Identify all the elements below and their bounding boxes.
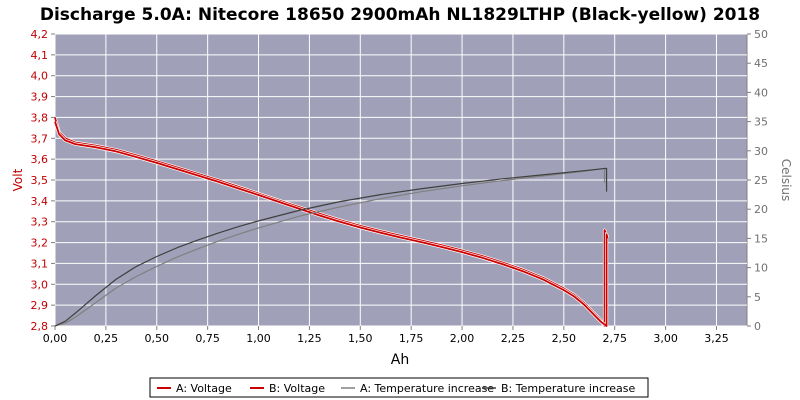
x-tick-label: 2,00: [450, 332, 475, 345]
x-tick-label: 0,50: [145, 332, 170, 345]
y-left-tick-label: 4,0: [31, 70, 49, 83]
y-right-tick-label: 5: [754, 291, 761, 304]
x-tick-label: 3,25: [704, 332, 729, 345]
y-left-tick-label: 4,2: [31, 28, 49, 41]
x-tick-label: 3,00: [653, 332, 678, 345]
y-right-tick-label: 50: [754, 28, 768, 41]
legend-label-a-voltage: A: Voltage: [176, 382, 232, 395]
y-left-tick-label: 2,9: [31, 299, 49, 312]
y-right-tick-label: 45: [754, 57, 768, 70]
x-ticks: 0,00 0,25 0,50 0,75 1,00 1,25 1,50 1,75 2,00 2,25…: [43, 326, 729, 345]
legend-label-b-temperature-increase: B: Temperature increase: [501, 382, 636, 395]
x-tick-label: 2,25: [501, 332, 526, 345]
legend: A: Voltage B: Voltage A: Temperature incre…: [149, 377, 649, 398]
y-right-tick-label: 40: [754, 86, 768, 99]
y-left-tick-label: 3,1: [31, 257, 49, 270]
y-left-tick-label: 2,8: [31, 320, 49, 333]
series-line-a-temperature-increase: [54, 167, 606, 327]
chart-title: Discharge 5.0A: Nitecore 18650 2900mAh N…: [40, 5, 760, 25]
x-tick-label: 2,50: [552, 332, 577, 345]
y-right-tick-label: 0: [754, 320, 761, 333]
x-tick-label: 1,75: [399, 332, 424, 345]
y-right-ticks: 0 5 10 15 20 25 30 35 40 45 50: [747, 28, 768, 333]
x-tick-label: 1,50: [348, 332, 373, 345]
x-tick-label: 1,00: [246, 332, 271, 345]
y-left-axis-label: Volt: [11, 168, 25, 191]
legend-label-a-temperature-increase: A: Temperature increase: [360, 382, 494, 395]
y-left-tick-label: 3,4: [31, 195, 49, 208]
y-right-tick-label: 35: [754, 116, 768, 129]
x-tick-label: 2,75: [602, 332, 627, 345]
y-left-tick-label: 3,2: [31, 237, 49, 250]
y-left-tick-label: 4,1: [31, 49, 49, 62]
x-tick-label: 1,25: [297, 332, 322, 345]
x-tick-label: 0,25: [94, 332, 119, 345]
y-right-tick-label: 20: [754, 203, 768, 216]
y-right-tick-label: 10: [754, 262, 768, 275]
y-left-tick-label: 3,7: [31, 132, 49, 145]
y-left-tick-label: 3,9: [31, 91, 49, 104]
y-left-ticks: 2,8 2,9 3,0 3,1 3,2 3,3 3,4 3,5 3,6 3,7 3,8 3,9 4,0 4…: [31, 28, 55, 333]
series-line-b-voltage: [54, 121, 609, 327]
x-axis-label: Ah: [391, 352, 409, 368]
legend-label-b-voltage: B: Voltage: [269, 382, 325, 395]
y-left-tick-label: 3,3: [31, 216, 49, 229]
series-lines: [53, 117, 610, 328]
y-right-tick-label: 30: [754, 145, 768, 158]
y-left-tick-label: 3,0: [31, 278, 49, 291]
y-right-tick-label: 15: [754, 232, 768, 245]
legend-box: [149, 377, 649, 398]
x-tick-label: 0,00: [43, 332, 68, 345]
series-line-b-temperature-increase: [54, 167, 608, 327]
y-left-tick-label: 3,5: [31, 174, 49, 187]
y-left-tick-label: 3,6: [31, 153, 49, 166]
y-right-axis-label: Celsius: [779, 159, 793, 202]
y-right-tick-label: 25: [754, 174, 768, 187]
y-left-tick-label: 3,8: [31, 111, 49, 124]
x-tick-label: 0,75: [195, 332, 220, 345]
